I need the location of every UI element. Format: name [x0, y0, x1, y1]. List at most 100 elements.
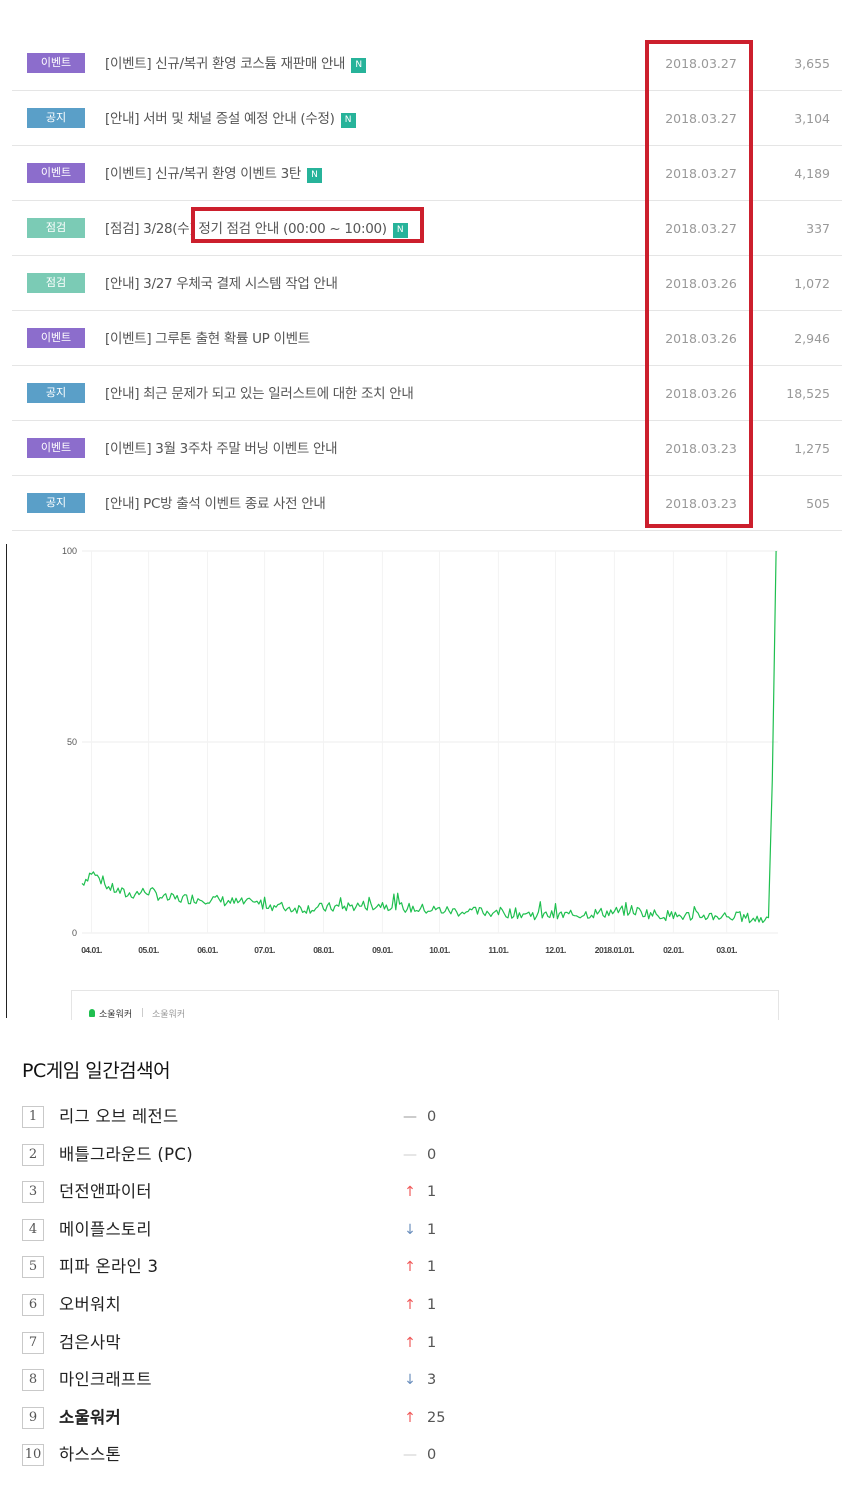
game-name-link[interactable]: 소울워커 — [59, 1407, 121, 1427]
ranking-heading: PC게임 일간검색어 — [22, 1060, 171, 1082]
rank-number: 8 — [22, 1369, 44, 1392]
arrow-down-icon: ↓ — [404, 1372, 416, 1389]
notice-title-text: [이벤트] 신규/복귀 환영 코스튬 재판매 안내 — [105, 56, 346, 72]
view-count: 1,275 — [794, 441, 830, 456]
x-tick-label: 12.01. — [545, 945, 566, 955]
game-name-link[interactable]: 피파 온라인 3 — [59, 1257, 159, 1277]
x-tick-label: 05.01. — [138, 945, 159, 955]
notice-title-text: [이벤트] 3월 3주차 주말 버닝 이벤트 안내 — [105, 441, 338, 457]
notice-row[interactable]: 점검 [안내] 3/27 우체국 결제 시스템 작업 안내 2018.03.26 1,… — [12, 256, 842, 311]
notice-date: 2018.03.27 — [665, 221, 737, 236]
rank-number: 7 — [22, 1331, 44, 1354]
notice-date: 2018.03.27 — [665, 56, 737, 71]
notice-title-link[interactable]: [점검] 3/28(수) 정기 점검 안내 (00:00 ~ 10:00) N — [105, 217, 408, 238]
game-name-link[interactable]: 검은사막 — [59, 1332, 121, 1352]
new-badge: N — [392, 223, 408, 238]
new-badge: N — [340, 113, 356, 128]
notice-title-link[interactable]: [이벤트] 3월 3주차 주말 버닝 이벤트 안내 — [105, 437, 338, 457]
notice-title-link[interactable]: [이벤트] 신규/복귀 환영 코스튬 재판매 안내 N — [105, 52, 367, 73]
notice-date: 2018.03.27 — [665, 111, 737, 126]
view-count: 4,189 — [794, 166, 830, 181]
y-tick-label: 0 — [72, 928, 77, 938]
notice-title-link[interactable]: [이벤트] 그루톤 출현 확률 UP 이벤트 — [105, 327, 310, 347]
notice-row[interactable]: 이벤트 [이벤트] 신규/복귀 환영 이벤트 3탄 N 2018.03.27 4,189 — [12, 146, 842, 201]
ranking-item[interactable]: 1 리그 오브 레전드 — 0 — [22, 1106, 462, 1144]
ranking-item[interactable]: 3 던전앤파이터 ↑ 1 — [22, 1181, 462, 1219]
rank-change-value: 0 — [427, 1447, 437, 1464]
notice-row[interactable]: 점검 [점검] 3/28(수) 정기 점검 안내 (00:00 ~ 10:00) N… — [12, 201, 842, 256]
dash-icon: — — [403, 1146, 417, 1163]
view-count: 18,525 — [786, 386, 830, 401]
title-highlight — [191, 207, 424, 243]
ranking-item[interactable]: 9 소울워커 ↑ 25 — [22, 1406, 462, 1445]
rank-change-value: 1 — [427, 1334, 437, 1351]
category-badge: 공지 — [27, 383, 85, 403]
ranking-item[interactable]: 7 검은사막 ↑ 1 — [22, 1331, 462, 1370]
notice-row[interactable]: 공지 [안내] PC방 출석 이벤트 종료 사전 안내 2018.03.23 505 — [12, 476, 842, 531]
legend-series-label[interactable]: 소울워커 — [99, 1010, 133, 1020]
rank-change-value: 0 — [427, 1109, 437, 1125]
notice-row[interactable]: 공지 [안내] 최근 문제가 되고 있는 일러스트에 대한 조치 안내 2018.0… — [12, 366, 842, 421]
arrow-up-icon: ↑ — [404, 1259, 416, 1276]
notice-row[interactable]: 공지 [안내] 서버 및 채널 증설 예정 안내 (수정) N 2018.03.27 3… — [12, 91, 842, 146]
arrow-down-icon: ↓ — [404, 1221, 416, 1238]
notice-row[interactable]: 이벤트 [이벤트] 3월 3주차 주말 버닝 이벤트 안내 2018.03.23 1,… — [12, 421, 842, 476]
rank-number: 3 — [22, 1181, 44, 1204]
category-badge: 이벤트 — [27, 328, 85, 348]
arrow-up-icon: ↑ — [404, 1296, 416, 1313]
category-badge: 공지 — [27, 493, 85, 513]
ranking-item[interactable]: 8 마인크래프트 ↓ 3 — [22, 1369, 462, 1407]
x-tick-label: 08.01. — [313, 945, 334, 955]
x-tick-label: 2018.01.01. — [595, 945, 635, 955]
game-name-link[interactable]: 하스스톤 — [59, 1445, 121, 1465]
rank-change-value: 1 — [427, 1221, 437, 1238]
notice-title-link[interactable]: [이벤트] 신규/복귀 환영 이벤트 3탄 N — [105, 162, 322, 183]
notice-title-link[interactable]: [안내] PC방 출석 이벤트 종료 사전 안내 — [105, 492, 326, 512]
notice-date: 2018.03.27 — [665, 166, 737, 181]
arrow-up-icon: ↑ — [404, 1409, 416, 1426]
rank-change-value: 1 — [427, 1259, 437, 1276]
x-tick-label: 10.01. — [429, 945, 450, 955]
rank-change-value: 0 — [427, 1146, 437, 1163]
game-name-link[interactable]: 던전앤파이터 — [59, 1182, 152, 1202]
notice-row[interactable]: 이벤트 [이벤트] 그루톤 출현 확률 UP 이벤트 2018.03.26 2,946 — [12, 311, 842, 366]
ranking-item[interactable]: 6 오버워치 ↑ 1 — [22, 1293, 462, 1332]
category-badge: 이벤트 — [27, 163, 85, 183]
notice-date: 2018.03.26 — [665, 331, 737, 346]
game-name-link[interactable]: 메이플스토리 — [59, 1219, 152, 1239]
legend-sub-label[interactable]: 소울워커 — [152, 1010, 186, 1020]
category-badge: 이벤트 — [27, 438, 85, 458]
rank-number: 6 — [22, 1293, 44, 1316]
category-badge: 공지 — [27, 108, 85, 128]
ranking-item[interactable]: 5 피파 온라인 3 ↑ 1 — [22, 1256, 462, 1294]
legend-divider — [142, 1008, 143, 1017]
notice-title-link[interactable]: [안내] 최근 문제가 되고 있는 일러스트에 대한 조치 안내 — [105, 382, 414, 402]
rank-change-value: 25 — [427, 1409, 446, 1426]
y-tick-label: 100 — [62, 546, 77, 556]
notice-title-link[interactable]: [안내] 서버 및 채널 증설 예정 안내 (수정) N — [105, 107, 356, 128]
rank-change-value: 1 — [427, 1184, 437, 1201]
ranking-item[interactable]: 2 배틀그라운드 (PC) — 0 — [22, 1143, 462, 1182]
notice-title-text: [안내] 3/27 우체국 결제 시스템 작업 안내 — [105, 276, 338, 292]
x-tick-label: 07.01. — [254, 945, 275, 955]
game-name-link[interactable]: 마인크래프트 — [59, 1370, 152, 1390]
notice-title-link[interactable]: [안내] 3/27 우체국 결제 시스템 작업 안내 — [105, 272, 338, 292]
ranking-item[interactable]: 4 메이플스토리 ↓ 1 — [22, 1218, 462, 1257]
game-name-link[interactable]: 오버워치 — [59, 1294, 121, 1314]
view-count: 3,655 — [794, 56, 830, 71]
notice-board: 이벤트 [이벤트] 신규/복귀 환영 코스튬 재판매 안내 N 2018.03.27 3… — [12, 36, 842, 531]
ranking-item[interactable]: 10 하스스톤 — 0 — [22, 1444, 462, 1482]
date-column-highlight — [645, 40, 753, 528]
notice-title-text: [안내] 최근 문제가 되고 있는 일러스트에 대한 조치 안내 — [105, 386, 414, 402]
new-badge: N — [307, 168, 322, 183]
notice-row[interactable]: 이벤트 [이벤트] 신규/복귀 환영 코스튬 재판매 안내 N 2018.03.27 3… — [12, 36, 842, 91]
game-name-link[interactable]: 배틀그라운드 (PC) — [59, 1144, 193, 1164]
x-tick-label: 06.01. — [197, 945, 218, 955]
notice-title-text: [점검] 3/28(수) 정기 점검 안내 (00:00 ~ 10:00) — [105, 221, 387, 237]
game-name-link[interactable]: 리그 오브 레전드 — [59, 1107, 179, 1126]
ranking-list: 1 리그 오브 레전드 — 0 2 배틀그라운드 (PC) — 0 3 던전앤파이터 ↑ 1 4 메이플스… — [22, 1106, 462, 1482]
notice-date: 2018.03.26 — [665, 276, 737, 291]
notice-title-text: [이벤트] 그루톤 출현 확률 UP 이벤트 — [105, 331, 310, 347]
notice-date: 2018.03.23 — [665, 496, 737, 511]
view-count: 505 — [806, 496, 830, 511]
